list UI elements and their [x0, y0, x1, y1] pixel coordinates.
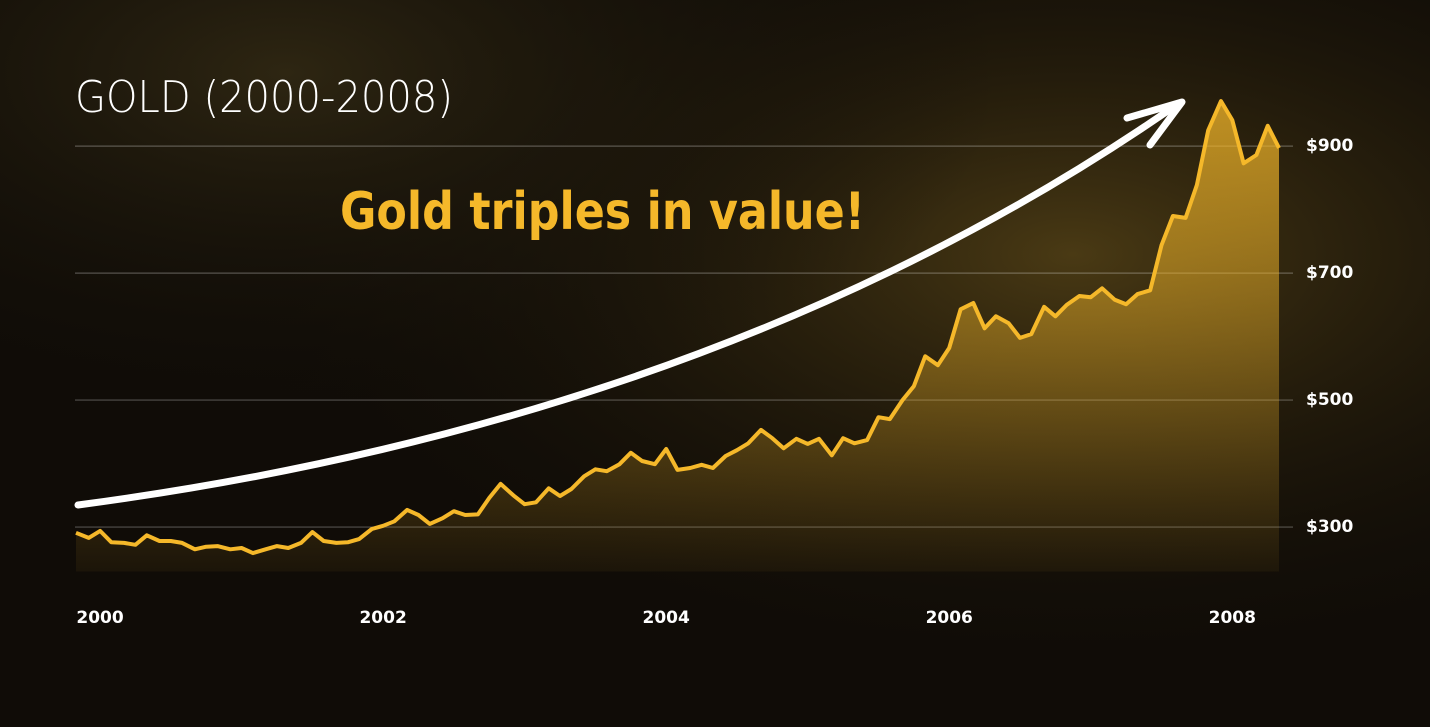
x-tick-label: 2002 — [359, 608, 406, 628]
x-tick-label: 2006 — [926, 608, 973, 628]
y-tick-label: $300 — [1306, 517, 1353, 537]
x-tick-label: 2004 — [643, 608, 690, 628]
annotation: Gold triples in value! — [340, 182, 865, 242]
chart-title: GOLD (2000-2008) — [75, 72, 453, 123]
area — [76, 101, 1279, 572]
line — [75, 99, 1281, 556]
y-tick-label: $900 — [1306, 136, 1353, 156]
x-tick-label: 2008 — [1209, 608, 1256, 628]
plot: $300 $500 $700 $900 2000 2002 2004 2006 2008 — [75, 99, 1353, 628]
arrow-head — [1123, 98, 1186, 149]
y-tick-label: $700 — [1306, 263, 1353, 283]
x-tick-label: 2000 — [76, 608, 123, 628]
y-tick-label: $500 — [1306, 390, 1353, 410]
arrow — [74, 104, 1176, 509]
